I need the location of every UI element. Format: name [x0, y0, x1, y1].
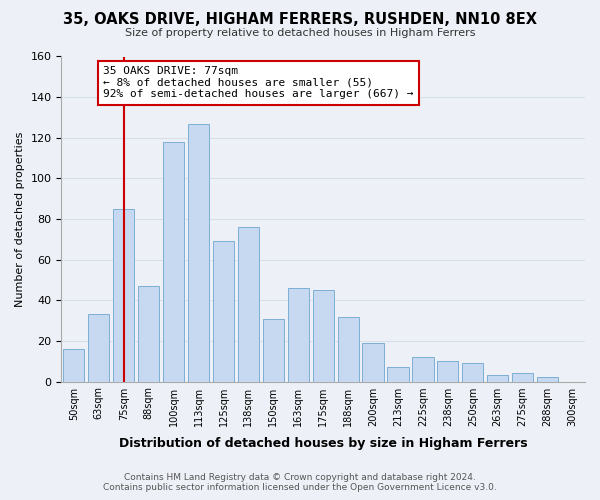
- Bar: [487, 376, 508, 382]
- Bar: [263, 318, 284, 382]
- Bar: [437, 361, 458, 382]
- Bar: [188, 124, 209, 382]
- Bar: [88, 314, 109, 382]
- Y-axis label: Number of detached properties: Number of detached properties: [15, 132, 25, 306]
- Bar: [213, 242, 234, 382]
- Text: Size of property relative to detached houses in Higham Ferrers: Size of property relative to detached ho…: [125, 28, 475, 38]
- Bar: [287, 288, 309, 382]
- Bar: [412, 357, 434, 382]
- Bar: [338, 316, 359, 382]
- Bar: [313, 290, 334, 382]
- Bar: [138, 286, 159, 382]
- Bar: [537, 378, 558, 382]
- Text: 35, OAKS DRIVE, HIGHAM FERRERS, RUSHDEN, NN10 8EX: 35, OAKS DRIVE, HIGHAM FERRERS, RUSHDEN,…: [63, 12, 537, 28]
- Text: Contains HM Land Registry data © Crown copyright and database right 2024.
Contai: Contains HM Land Registry data © Crown c…: [103, 473, 497, 492]
- Bar: [462, 363, 484, 382]
- Bar: [113, 209, 134, 382]
- Bar: [163, 142, 184, 382]
- Bar: [238, 227, 259, 382]
- X-axis label: Distribution of detached houses by size in Higham Ferrers: Distribution of detached houses by size …: [119, 437, 527, 450]
- Text: 35 OAKS DRIVE: 77sqm
← 8% of detached houses are smaller (55)
92% of semi-detach: 35 OAKS DRIVE: 77sqm ← 8% of detached ho…: [103, 66, 414, 100]
- Bar: [362, 343, 383, 382]
- Bar: [512, 374, 533, 382]
- Bar: [388, 368, 409, 382]
- Bar: [63, 349, 85, 382]
